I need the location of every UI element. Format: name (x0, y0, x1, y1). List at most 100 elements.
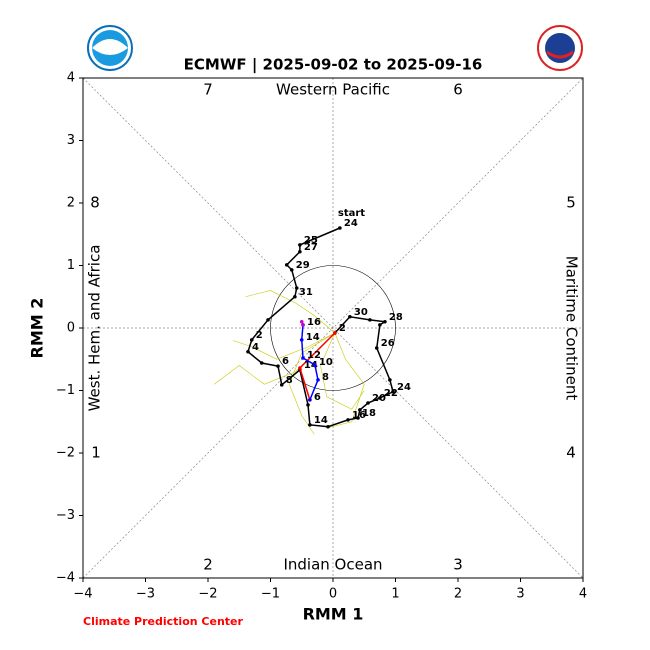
noaa-logo (87, 25, 133, 71)
day-label: 16 (352, 410, 366, 421)
forecast-point (316, 378, 320, 382)
region-label: Western Pacific (276, 81, 390, 99)
observed-point (358, 408, 362, 412)
region-label: Maritime Continent (563, 256, 581, 401)
ensemble-line (326, 332, 365, 429)
observed-point (388, 378, 392, 382)
y-tick-label: −1 (56, 383, 75, 398)
observed-point (276, 364, 280, 368)
x-tick-label: 1 (391, 587, 399, 602)
y-tick-label: 1 (67, 258, 75, 273)
phase-label: 8 (90, 194, 100, 212)
x-tick-label: −1 (261, 587, 280, 602)
phase-label: 1 (91, 444, 101, 462)
ensemble-line (320, 332, 365, 410)
y-tick-label: −2 (56, 446, 75, 461)
day-label: 14 (304, 360, 318, 371)
observed-point (284, 263, 289, 267)
observed-point (266, 318, 270, 322)
day-label: 24 (397, 382, 411, 393)
chart-title: ECMWF | 2025-09-02 to 2025-09-16 (184, 56, 483, 75)
y-tick-label: −4 (56, 571, 75, 586)
forecast-point (298, 366, 302, 370)
day-label: 25 (304, 235, 318, 246)
day-label: 2 (256, 330, 263, 341)
observed-point (289, 268, 294, 272)
phase-label: 2 (203, 556, 213, 574)
day-label: 12 (307, 350, 321, 361)
x-tick-label: 2 (454, 587, 462, 602)
forecast-point (333, 331, 337, 335)
forecast-point (313, 363, 317, 367)
y-tick-label: 0 (67, 321, 75, 336)
nws-logo (537, 25, 583, 71)
x-tick-label: 4 (579, 587, 587, 602)
day-label: 2 (339, 323, 346, 334)
ensemble-line (232, 332, 336, 360)
forecast-point (299, 338, 304, 342)
ensemble-line (245, 290, 336, 334)
observed-point (346, 418, 350, 422)
observed-point (306, 403, 310, 407)
x-tick-label: −2 (198, 587, 217, 602)
day-label: 4 (252, 342, 259, 353)
day-label: 6 (314, 392, 321, 403)
x-tick-label: −4 (73, 587, 92, 602)
x-tick-label: 0 (329, 587, 337, 602)
x-tick-label: −3 (136, 587, 155, 602)
y-tick-label: 4 (67, 71, 75, 86)
forecast-point (301, 356, 305, 360)
ensemble-line (288, 332, 336, 435)
day-label: 29 (296, 260, 310, 271)
observed-line (247, 227, 394, 428)
day-label: 22 (384, 388, 398, 399)
observed-point (366, 401, 370, 405)
forecast-point (301, 323, 305, 327)
observed-point (259, 361, 264, 365)
y-tick-label: 2 (67, 196, 75, 211)
region-label: Indian Ocean (283, 556, 382, 574)
y-tick-label: 3 (67, 133, 75, 148)
observed-point (249, 338, 254, 342)
day-label: 28 (389, 312, 403, 323)
start-label: start (338, 208, 365, 219)
observed-point (294, 286, 299, 290)
day-label: 16 (307, 317, 321, 328)
observed-point (391, 389, 395, 394)
observed-point (298, 249, 302, 254)
forecast-point (308, 398, 312, 402)
phase-label: 4 (566, 444, 576, 462)
day-label: 8 (286, 375, 293, 386)
day-label: 6 (282, 356, 289, 367)
observed-point (378, 323, 382, 327)
region-label: West. Hem. and Africa (86, 245, 104, 412)
observed-point (293, 294, 297, 299)
forecast-line (300, 324, 319, 401)
phase-label: 6 (453, 81, 463, 99)
day-label: 24 (344, 218, 358, 229)
y-tick-label: −3 (56, 508, 75, 523)
observed-point (356, 416, 360, 420)
observed-point (298, 243, 302, 247)
day-label: 10 (319, 357, 333, 368)
observed-point (348, 314, 352, 319)
observed-point (308, 423, 312, 427)
day-label: 14 (314, 415, 328, 426)
day-label: 8 (322, 372, 329, 383)
amplitude-circle (270, 265, 396, 391)
day-label: 18 (362, 408, 376, 419)
observed-point (383, 319, 387, 324)
day-label: 30 (354, 307, 368, 318)
day-label: 31 (299, 287, 313, 298)
credit: Climate Prediction Center (83, 615, 243, 628)
observed-point (368, 318, 372, 322)
observed-point (374, 346, 379, 350)
y-axis-label: RMM 2 (28, 298, 47, 359)
observed-point (326, 424, 330, 429)
x-tick-label: 3 (516, 587, 524, 602)
day-label: 27 (304, 242, 318, 253)
phase-label: 5 (566, 194, 576, 212)
day-label: 14 (306, 332, 320, 343)
plot-frame (82, 77, 584, 579)
